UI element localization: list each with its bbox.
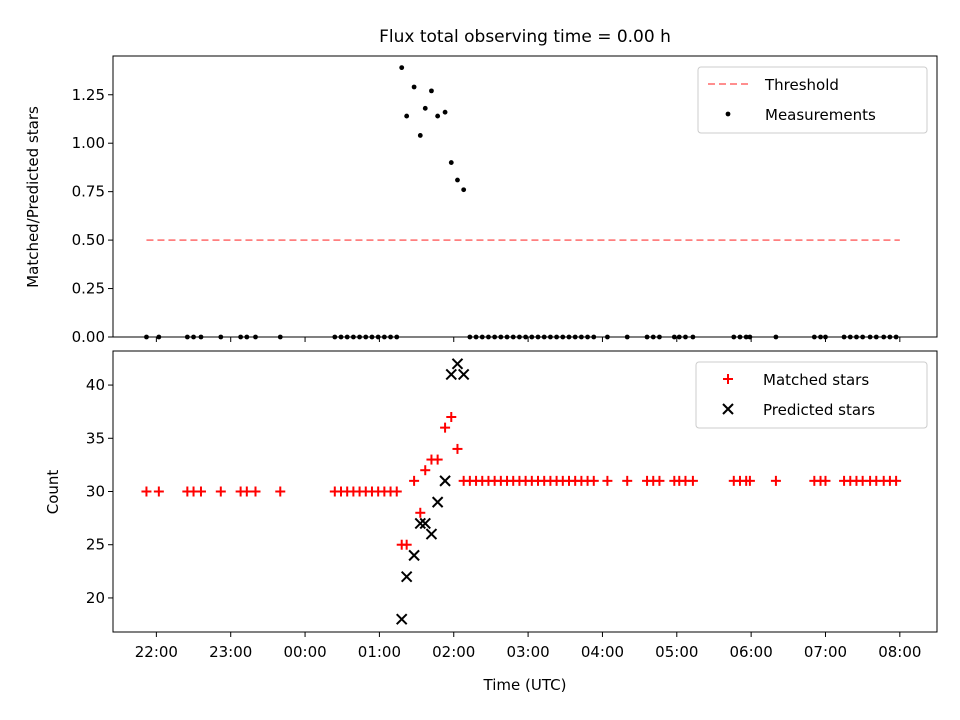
top-panel: 0.00 0.25 0.50 0.75 1.00 1.25 Matched/Predict… [24,55,938,346]
bottom-legend-box [695,361,928,429]
predicted-star-point [439,475,451,487]
bottom-x-tick-label: 22:00 [135,643,178,661]
bottom-y-axis-label: Count [44,470,62,515]
measurement-point [461,187,467,193]
predicted-legend-label: Predicted stars [763,401,875,419]
bottom-y-tick-label: 35 [86,429,105,447]
matched-star-point [440,422,451,433]
matched-star-point [432,454,443,465]
predicted-star-point [445,368,457,381]
threshold-legend-label: Threshold [764,76,839,94]
matched-star-point [275,486,286,497]
predicted-star-point [408,549,420,562]
measurement-point [404,113,410,119]
matched-star-point [744,475,755,486]
bottom-y-tick-label: 20 [86,589,105,607]
bottom-x-tick-label: 03:00 [506,643,549,661]
measurement-point [455,177,460,183]
bottom-plot-frame [112,350,938,633]
matched-star-point [602,475,613,486]
matched-star-point [654,475,665,486]
measurement-point [411,84,417,90]
top-y-tick-label: 0.75 [72,183,105,201]
top-y-tick-label: 0.25 [72,280,105,298]
bottom-legend: Matched stars Predicted stars [695,361,928,429]
bottom-y-tick-label: 30 [86,483,105,501]
matched-star-point [141,486,152,497]
measurement-point [448,160,454,165]
bottom-x-axis: 22:00 23:00 00:00 01:00 02:00 03:00 04:00 05:00… [135,632,921,661]
matched-star-point [687,475,698,486]
bottom-x-tick-label: 06:00 [730,643,773,661]
top-plot-frame [112,55,938,338]
measurement-point [422,105,428,111]
top-legend-box [697,66,928,134]
top-y-tick-label: 1.00 [72,134,105,152]
top-y-axis-label: Matched/Predicted stars [24,106,42,288]
top-y-tick-label: 0.50 [72,231,105,249]
matched-legend-swatch [723,374,733,384]
predicted-star-point [396,613,408,625]
bottom-x-tick-label: 02:00 [432,643,475,661]
bottom-x-tick-label: 08:00 [878,643,921,661]
bottom-x-tick-label: 01:00 [358,643,401,661]
bottom-panel: 20 25 30 35 40 22:00 23:00 00:00 01:00 02:00 03:0… [44,350,938,694]
bottom-x-tick-label: 07:00 [804,643,847,661]
matched-star-point [820,475,831,486]
measurement-point [435,113,441,119]
matched-star-point [420,465,431,476]
measurements-legend-swatch [725,111,731,117]
matched-legend-label: Matched stars [763,371,869,389]
predicted-legend-swatch [722,403,734,415]
matched-star-point [446,411,457,422]
matched-star-point [415,507,426,518]
predicted-star-point [400,570,413,583]
matched-star-point [622,475,633,486]
bottom-x-tick-label: 00:00 [283,643,326,661]
matched-star-point [770,475,781,486]
matched-star-point [250,486,261,497]
bottom-y-tick-label: 25 [86,536,105,554]
top-legend: Threshold Measurements [697,66,928,134]
matched-star-point [588,475,599,486]
matched-star-point [391,486,402,497]
matched-star-point [215,486,226,497]
measurement-point [442,109,448,115]
matched-star-point [195,486,206,497]
matched-star-point [241,486,252,497]
predicted-star-point [451,358,464,370]
predicted-star-point [425,528,438,540]
matched-star-point [452,443,463,454]
bottom-y-tick-label: 40 [86,376,105,394]
matched-star-point [891,475,902,486]
matched-star-point [153,486,164,497]
bottom-x-tick-label: 04:00 [581,643,624,661]
measurement-point [399,65,405,71]
predicted-star-point [431,496,444,508]
predicted-star-point [414,517,427,530]
bottom-x-axis-label: Time (UTC) [483,676,567,694]
top-x-axis-ticks [155,337,901,342]
top-y-tick-label: 1.25 [72,86,105,104]
top-y-axis: 0.00 0.25 0.50 0.75 1.00 1.25 [72,86,113,346]
bottom-x-tick-label: 05:00 [655,643,698,661]
bottom-y-axis: 20 25 30 35 40 [86,376,113,607]
top-chart-title: Flux total observing time = 0.00 h [379,27,671,47]
measurement-point [429,88,434,94]
matched-stars-points [141,411,902,550]
matched-star-point [401,539,412,550]
predicted-stars-points [396,358,470,625]
predicted-star-point [457,368,470,381]
matched-star-point [409,475,420,486]
bottom-x-tick-label: 23:00 [209,643,252,661]
top-y-tick-label: 0.00 [72,328,105,346]
predicted-star-point [419,517,431,530]
measurements-legend-label: Measurements [765,106,876,124]
measurement-point [417,133,423,138]
